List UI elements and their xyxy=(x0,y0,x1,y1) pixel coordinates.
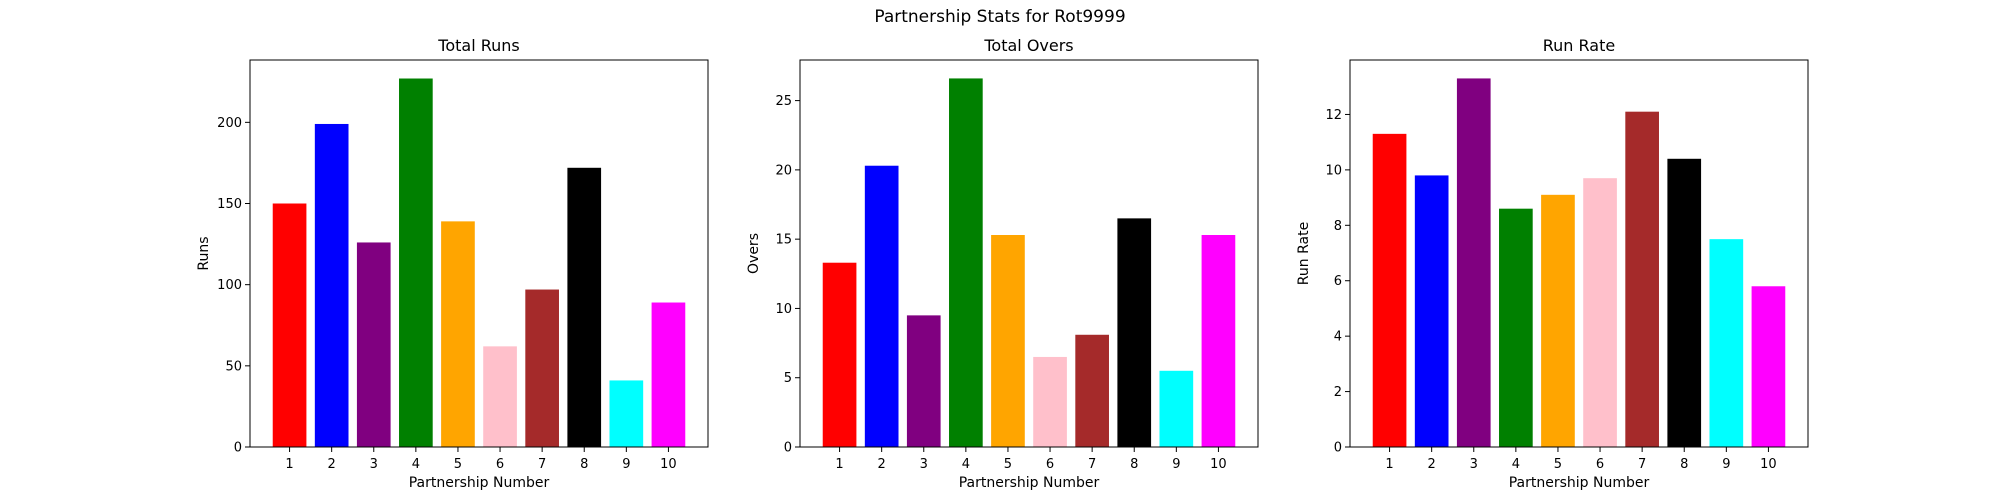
bar-1 xyxy=(272,203,307,447)
x-tick-label: 4 xyxy=(1512,457,1520,472)
x-tick-label: 2 xyxy=(1428,457,1436,472)
axes-frame xyxy=(799,59,1259,448)
y-tick-label: 4 xyxy=(1334,330,1342,345)
x-tick-label: 10 xyxy=(1760,457,1777,472)
bar-10 xyxy=(1201,235,1236,447)
y-tick-label: 0 xyxy=(1334,441,1342,456)
x-tick-label: 1 xyxy=(285,457,293,472)
x-tick-label: 6 xyxy=(1596,457,1604,472)
y-tick-label: 5 xyxy=(784,371,792,386)
y-tick-label: 0 xyxy=(784,441,792,456)
x-tick-label: 7 xyxy=(1638,457,1646,472)
bar-4 xyxy=(399,78,433,447)
y-axis-label: Run Rate xyxy=(1296,222,1312,285)
x-tick-label: 6 xyxy=(496,457,504,472)
y-tick-label: 2 xyxy=(1334,385,1342,400)
chart-panel-2: 1 2 3 4 5 6 7 8 9 10 0 5 10 15 20 25 Total Overs Partners… xyxy=(746,36,1259,491)
x-tick-label: 6 xyxy=(1046,457,1054,472)
bar-6 xyxy=(483,346,517,447)
bar-2 xyxy=(1414,175,1449,448)
x-tick-label: 9 xyxy=(1172,457,1180,472)
y-tick-label: 150 xyxy=(217,197,242,212)
x-tick-label: 5 xyxy=(1004,457,1012,472)
x-tick-label: 2 xyxy=(328,457,336,472)
chart-title: Total Runs xyxy=(437,36,519,55)
bar-9 xyxy=(1159,370,1194,447)
y-tick-label: 25 xyxy=(775,94,792,109)
bar-5 xyxy=(441,221,475,447)
bar-8 xyxy=(567,167,602,448)
bar-3 xyxy=(906,315,941,447)
bar-9 xyxy=(609,380,644,447)
y-tick-label: 8 xyxy=(1334,219,1342,234)
bar-7 xyxy=(1625,111,1659,448)
bar-7 xyxy=(1075,334,1109,447)
bar-2 xyxy=(864,165,899,447)
x-tick-label: 3 xyxy=(1470,457,1478,472)
x-tick-label: 9 xyxy=(1722,457,1730,472)
bar-2 xyxy=(314,123,349,448)
x-tick-label: 8 xyxy=(1130,457,1138,472)
bar-1 xyxy=(822,262,857,447)
bar-7 xyxy=(525,289,559,447)
y-tick-label: 0 xyxy=(234,441,242,456)
bar-3 xyxy=(1456,78,1491,448)
bar-6 xyxy=(1583,178,1617,447)
x-tick-label: 4 xyxy=(962,457,970,472)
x-tick-label: 5 xyxy=(1554,457,1562,472)
x-tick-label: 3 xyxy=(920,457,928,472)
y-tick-label: 10 xyxy=(775,302,792,317)
axes-frame xyxy=(249,59,709,448)
bar-5 xyxy=(1541,194,1575,447)
bar-10 xyxy=(1751,286,1786,447)
x-tick-label: 3 xyxy=(370,457,378,472)
chart-title: Total Overs xyxy=(983,36,1073,55)
x-tick-label: 4 xyxy=(412,457,420,472)
axes-frame xyxy=(1349,59,1809,448)
bar-5 xyxy=(991,235,1025,447)
figure-title: Partnership Stats for Rot9999 xyxy=(874,7,1126,27)
x-tick-label: 9 xyxy=(622,457,630,472)
bar-6 xyxy=(1033,356,1067,447)
y-tick-label: 12 xyxy=(1325,108,1342,123)
x-tick-label: 8 xyxy=(1680,457,1688,472)
x-tick-label: 7 xyxy=(1088,457,1096,472)
y-tick-label: 20 xyxy=(775,163,792,178)
x-tick-label: 8 xyxy=(580,457,588,472)
y-tick-label: 10 xyxy=(1325,163,1342,178)
x-axis-label: Partnership Number xyxy=(1509,475,1650,491)
y-tick-label: 50 xyxy=(225,359,242,374)
y-axis-label: Runs xyxy=(196,236,212,270)
y-axis-label: Overs xyxy=(746,233,762,274)
y-tick-label: 6 xyxy=(1334,274,1342,289)
x-axis-label: Partnership Number xyxy=(959,475,1100,491)
x-axis-label: Partnership Number xyxy=(409,475,550,491)
bar-1 xyxy=(1372,133,1407,447)
x-tick-label: 7 xyxy=(538,457,546,472)
x-tick-label: 2 xyxy=(878,457,886,472)
bar-9 xyxy=(1709,239,1744,447)
bar-10 xyxy=(651,302,686,447)
bar-4 xyxy=(1499,208,1533,447)
y-tick-label: 15 xyxy=(775,233,792,248)
y-tick-label: 100 xyxy=(217,278,242,293)
x-tick-label: 1 xyxy=(835,457,843,472)
x-tick-label: 5 xyxy=(454,457,462,472)
bar-8 xyxy=(1117,218,1152,447)
x-tick-label: 10 xyxy=(1210,457,1227,472)
x-tick-label: 1 xyxy=(1385,457,1393,472)
bar-3 xyxy=(356,242,391,447)
y-tick-label: 200 xyxy=(217,116,242,131)
x-tick-label: 10 xyxy=(660,457,677,472)
bar-4 xyxy=(949,78,983,448)
chart-title: Run Rate xyxy=(1543,36,1615,55)
bar-8 xyxy=(1667,158,1702,448)
